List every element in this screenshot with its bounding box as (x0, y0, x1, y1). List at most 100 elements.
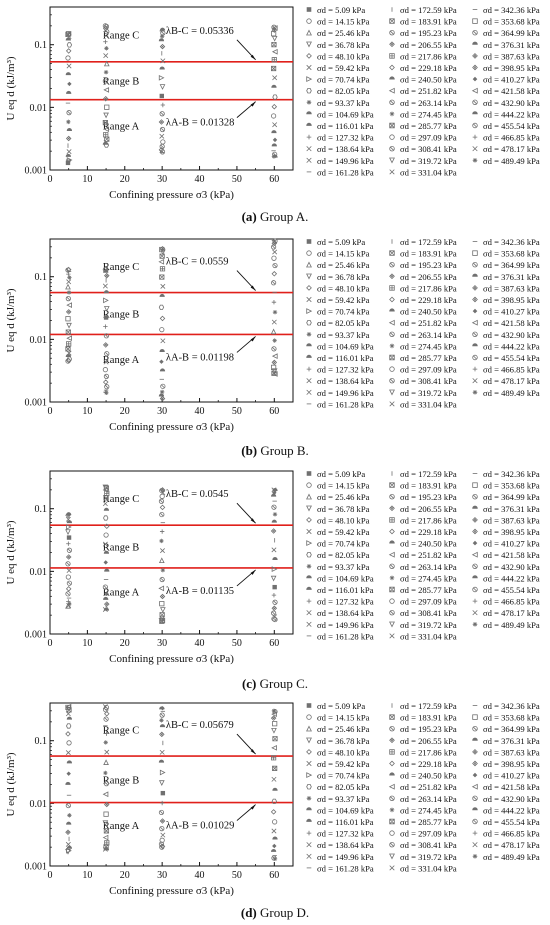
annotation-arrowhead-upper (250, 749, 256, 755)
data-point (103, 53, 109, 59)
data-point (271, 244, 277, 250)
legend-label: σd = 70.74 kPa (317, 307, 370, 317)
data-point (270, 809, 277, 815)
legend-label: σd = 285.77 kPa (400, 353, 457, 363)
legend-label: σd = 172.59 kPa (400, 469, 457, 479)
data-point (158, 780, 165, 786)
data-point (272, 512, 278, 517)
data-point (159, 493, 165, 499)
legend-label: σd = 285.77 kPa (400, 121, 457, 131)
legend-label: σd = 263.14 kPa (400, 562, 457, 572)
legend-label: σd = 478.17 kPa (483, 608, 540, 618)
data-point (160, 548, 165, 554)
data-point (104, 46, 109, 51)
x-tick-label: 40 (195, 174, 205, 185)
data-point (159, 111, 165, 117)
x-tick-label: 0 (48, 174, 53, 185)
legend-marker (306, 296, 312, 303)
data-point (102, 501, 108, 507)
legend-label: σd = 206.55 kPa (400, 272, 457, 282)
legend-label: σd = 229.18 kPa (400, 63, 457, 73)
legend-marker (472, 250, 478, 256)
legend-marker (389, 517, 395, 523)
legend-marker (306, 493, 312, 500)
x-tick-label: 60 (269, 638, 279, 649)
legend-label: σd = 466.85 kPa (483, 829, 540, 839)
annotation-upper: λB-C = 0.0559 (166, 257, 229, 268)
data-point (160, 30, 166, 36)
legend-marker (472, 390, 478, 395)
data-point (67, 601, 72, 607)
data-point (271, 487, 277, 493)
data-point (103, 811, 109, 817)
range-label: Range C (103, 262, 139, 273)
data-point (102, 704, 108, 710)
legend-label: σd = 36.78 kPa (317, 272, 370, 282)
data-point (159, 389, 165, 395)
data-point (103, 770, 108, 776)
data-point (65, 329, 71, 335)
legend-label: σd = 353.68 kPa (483, 249, 540, 259)
data-point (271, 855, 277, 861)
data-point (158, 258, 165, 265)
data-point (272, 836, 278, 840)
data-point (66, 90, 72, 94)
legend-marker (306, 796, 312, 801)
y-tick-label: 0.1 (35, 736, 48, 747)
x-tick-label: 60 (269, 406, 279, 417)
legend-marker (389, 343, 395, 349)
data-point (66, 157, 73, 163)
legend-label: σd = 138.64 kPa (317, 608, 374, 618)
legend-marker (306, 737, 312, 744)
legend-marker (306, 250, 312, 256)
legend-label: σd = 274.45 kPa (400, 573, 457, 583)
legend-label: σd = 376.31 kPa (483, 504, 540, 514)
data-point (104, 523, 110, 530)
legend-marker (472, 749, 478, 755)
legend-marker (389, 633, 395, 639)
data-point (160, 383, 166, 389)
data-point (271, 65, 277, 72)
data-point (103, 560, 108, 565)
legend-marker (472, 772, 478, 778)
data-point (271, 504, 277, 510)
annotation-lower: λA-B = 0.01029 (166, 821, 234, 832)
chart-panel-b: 0 10 20 30 40 50 60 0.001 0.01 0.1 Confining press… (0, 232, 550, 437)
data-point (104, 390, 109, 396)
legend-marker (389, 830, 395, 836)
legend-marker (472, 354, 478, 361)
legend-marker (306, 134, 312, 140)
legend-marker (472, 18, 478, 24)
data-point (271, 359, 278, 366)
legend-label: σd = 36.78 kPa (317, 736, 370, 746)
data-point (159, 274, 165, 280)
x-axis-label: Confining pressure σ3 (kPa) (109, 421, 234, 433)
x-axis-label: Confining pressure σ3 (kPa) (109, 653, 234, 665)
y-axis-label: U eq d (kJ/m³) (5, 288, 17, 352)
legend-marker (306, 261, 312, 268)
legend-marker (306, 76, 313, 83)
legend-label: σd = 93.37 kPa (317, 562, 370, 572)
data-point (103, 828, 110, 834)
legend-marker (306, 7, 312, 12)
data-point (66, 524, 72, 530)
data-point (65, 574, 71, 580)
legend-marker (306, 29, 312, 36)
legend-label: σd = 82.05 kPa (317, 318, 370, 328)
data-point (271, 364, 277, 370)
caption-c: (c) Group C. (0, 676, 550, 692)
legend-label: σd = 149.96 kPa (317, 388, 374, 398)
legend-label: σd = 331.04 kPa (400, 631, 457, 641)
legend-marker (306, 343, 312, 347)
legend-marker (389, 726, 395, 732)
data-point (159, 315, 166, 322)
data-point (66, 847, 72, 854)
legend-marker (389, 331, 395, 337)
legend-marker (306, 552, 312, 558)
data-point (66, 580, 72, 586)
data-point (103, 507, 110, 511)
data-point (158, 304, 165, 310)
legend-label: σd = 183.91 kPa (400, 481, 457, 491)
legend-label: σd = 432.90 kPa (483, 330, 540, 340)
legend-label: σd = 285.77 kPa (400, 817, 457, 827)
